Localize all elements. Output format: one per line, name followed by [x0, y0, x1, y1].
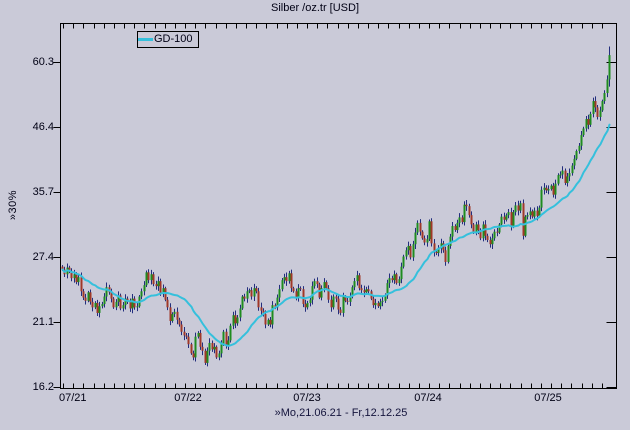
x-tick-label: 07/23: [293, 392, 321, 404]
y-tick-label: 21.1: [32, 316, 54, 328]
legend-box: GD-100: [137, 31, 199, 48]
y-scale-label: »30%: [7, 189, 19, 221]
y-tick-label: 16.2: [32, 381, 54, 393]
chart-title: Silber /oz.tr [USD]: [270, 2, 360, 14]
date-range-label: »Mo,21.06.21 - Fr,12.12.25: [274, 407, 408, 419]
x-tick-label: 07/22: [174, 392, 202, 404]
y-tick-label: 27.4: [32, 251, 54, 263]
y-tick-label: 60.3: [32, 56, 54, 68]
x-tick-label: 07/24: [414, 392, 442, 404]
x-tick-label: 07/25: [534, 392, 562, 404]
ma-line-swatch: [138, 38, 153, 41]
legend-label: GD-100: [154, 33, 193, 45]
y-tick-label: 46.4: [32, 121, 54, 133]
y-tick-label: 35.7: [32, 186, 54, 198]
x-tick-label: 07/21: [59, 392, 87, 404]
